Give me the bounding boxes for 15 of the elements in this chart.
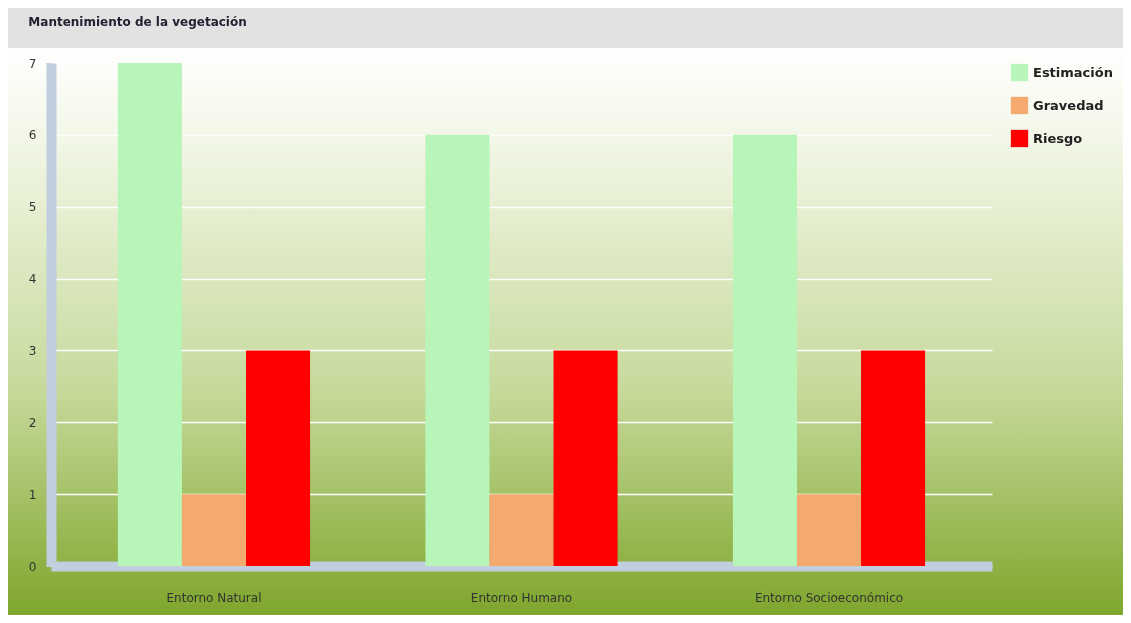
y-tick-label: 0: [28, 559, 37, 574]
y-tick-label: 1: [28, 487, 37, 502]
x-tick-label: Entorno Humano: [470, 590, 573, 605]
y-tick-label: 4: [28, 272, 37, 287]
y-tick-label: 5: [28, 200, 37, 215]
y-tick-label: 6: [28, 128, 37, 143]
y-tick-label: 3: [28, 343, 37, 358]
legend-label: Estimación: [1033, 64, 1113, 80]
x-tick-label: Entorno Socioeconómico: [754, 590, 904, 605]
legend-label: Riesgo: [1033, 130, 1083, 146]
chart-title: Mantenimiento de la vegetación: [28, 15, 247, 29]
legend-label: Gravedad: [1033, 97, 1104, 113]
y-tick-label: 2: [28, 415, 37, 430]
x-tick-label: Entorno Natural: [166, 590, 262, 605]
y-tick-label: 7: [28, 56, 37, 71]
